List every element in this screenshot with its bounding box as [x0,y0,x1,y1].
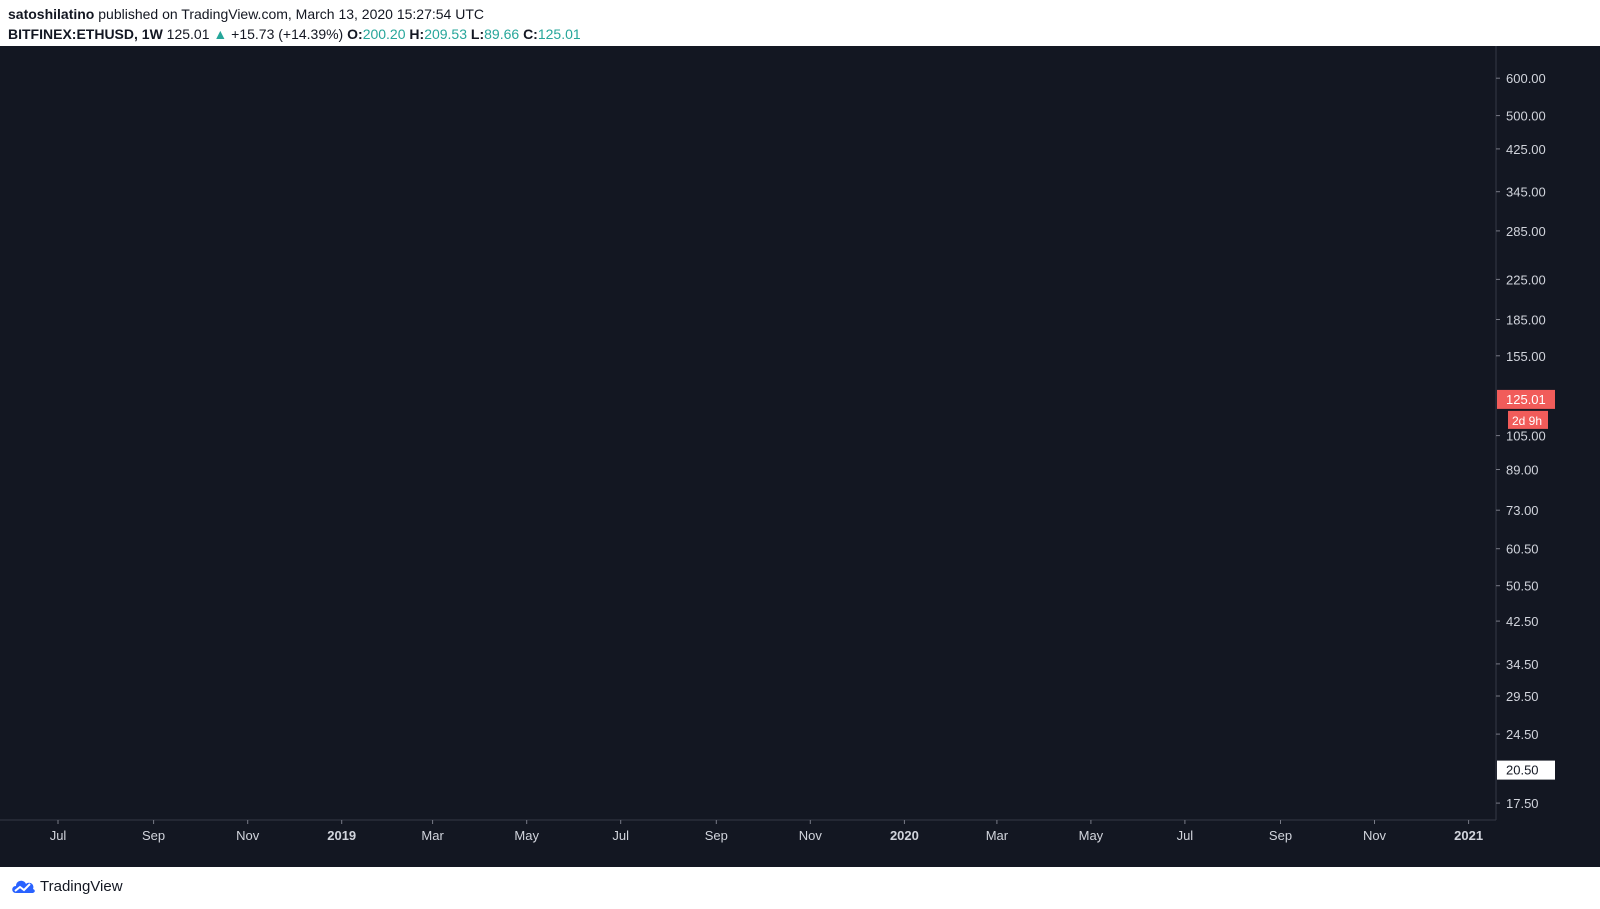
y-tick-label: 89.00 [1506,463,1539,478]
x-tick-label: Jul [612,828,629,843]
y-tick-label: 185.00 [1506,313,1546,328]
high-label: H: [409,26,425,42]
x-tick-label: 2021 [1454,828,1483,843]
y-tick-label: 600.00 [1506,71,1546,86]
symbol[interactable]: BITFINEX:ETHUSD [8,26,134,42]
x-tick-label: Nov [236,828,260,843]
high-value: 209.53 [424,26,468,42]
x-tick-label: Jul [1177,828,1194,843]
chart-header: satoshilatino published on TradingView.c… [0,0,1600,46]
plot-background [0,46,1600,867]
y-tick-label: 285.00 [1506,224,1546,239]
axes: 600.00 500.00 425.00 345.00 285.00 225.00 185.… [0,46,1600,867]
y-tick-label: 17.50 [1506,796,1539,811]
x-tick-label: Nov [799,828,823,843]
price-chart[interactable]: −110.69 (−84.09%) −11069 600.00500.00425… [0,46,1600,867]
chart-footer: TradingView [0,867,1600,909]
y-tick-label: 34.50 [1506,657,1539,672]
x-tick-label: May [514,828,539,843]
x-tick-label: Nov [1363,828,1387,843]
low-label: L: [470,26,485,42]
up-triangle-icon: ▲ [213,26,228,42]
tradingview-brand: TradingView [40,877,123,895]
y-tick-label: 155.00 [1506,349,1546,364]
y-tick-label: 105.00 [1506,429,1546,444]
y-tick-label: 73.00 [1506,503,1539,518]
interval[interactable]: 1W [141,26,163,42]
x-tick-label: Sep [142,828,165,843]
tradingview-logo[interactable]: TradingView [10,877,123,895]
open-label: O: [347,26,363,42]
y-tick-label: 225.00 [1506,272,1546,287]
x-tick-label: Mar [986,828,1009,843]
x-tick-label: May [1079,828,1104,843]
x-tick-label: Jul [50,828,67,843]
close-value: 125.01 [537,26,581,42]
low-value: 89.66 [484,26,520,42]
open-value: 200.20 [362,26,406,42]
current-price-label: 125.01 [1506,392,1546,407]
x-tick-label: 2020 [890,828,919,843]
y-tick-label: 345.00 [1506,185,1546,200]
price-change: +15.73 (+14.39%) [231,26,344,42]
x-tick-label: Mar [421,828,444,843]
target-level-label: 20.50 [1506,763,1539,778]
close-label: C: [523,26,538,42]
current-price-tag [1497,389,1555,409]
y-tick-label: 42.50 [1506,614,1539,629]
author-name[interactable]: satoshilatino [8,6,95,22]
y-tick-label: 50.50 [1506,579,1539,594]
y-tick-label: 425.00 [1506,142,1546,157]
cloud-logo-icon [12,880,35,893]
symbol-info: BITFINEX:ETHUSD, 1W 125.01 ▲ +15.73 (+14… [8,26,581,42]
countdown-tag [1508,410,1548,429]
y-tick-label: 29.50 [1506,689,1539,704]
published-text: published on TradingView.com, March 13, … [98,6,485,22]
y-tick-label: 24.50 [1506,727,1539,742]
y-tick-label: 60.50 [1506,542,1539,557]
x-tick-label: Sep [705,828,728,843]
y-tick-label: 500.00 [1506,109,1546,124]
x-tick-label: 2019 [327,828,356,843]
last-price: 125.01 [166,26,210,42]
target-level-tag [1497,760,1555,780]
publish-info: satoshilatino published on TradingView.c… [8,6,484,22]
countdown-label: 2d 9h [1512,414,1542,428]
x-tick-label: Sep [1269,828,1292,843]
